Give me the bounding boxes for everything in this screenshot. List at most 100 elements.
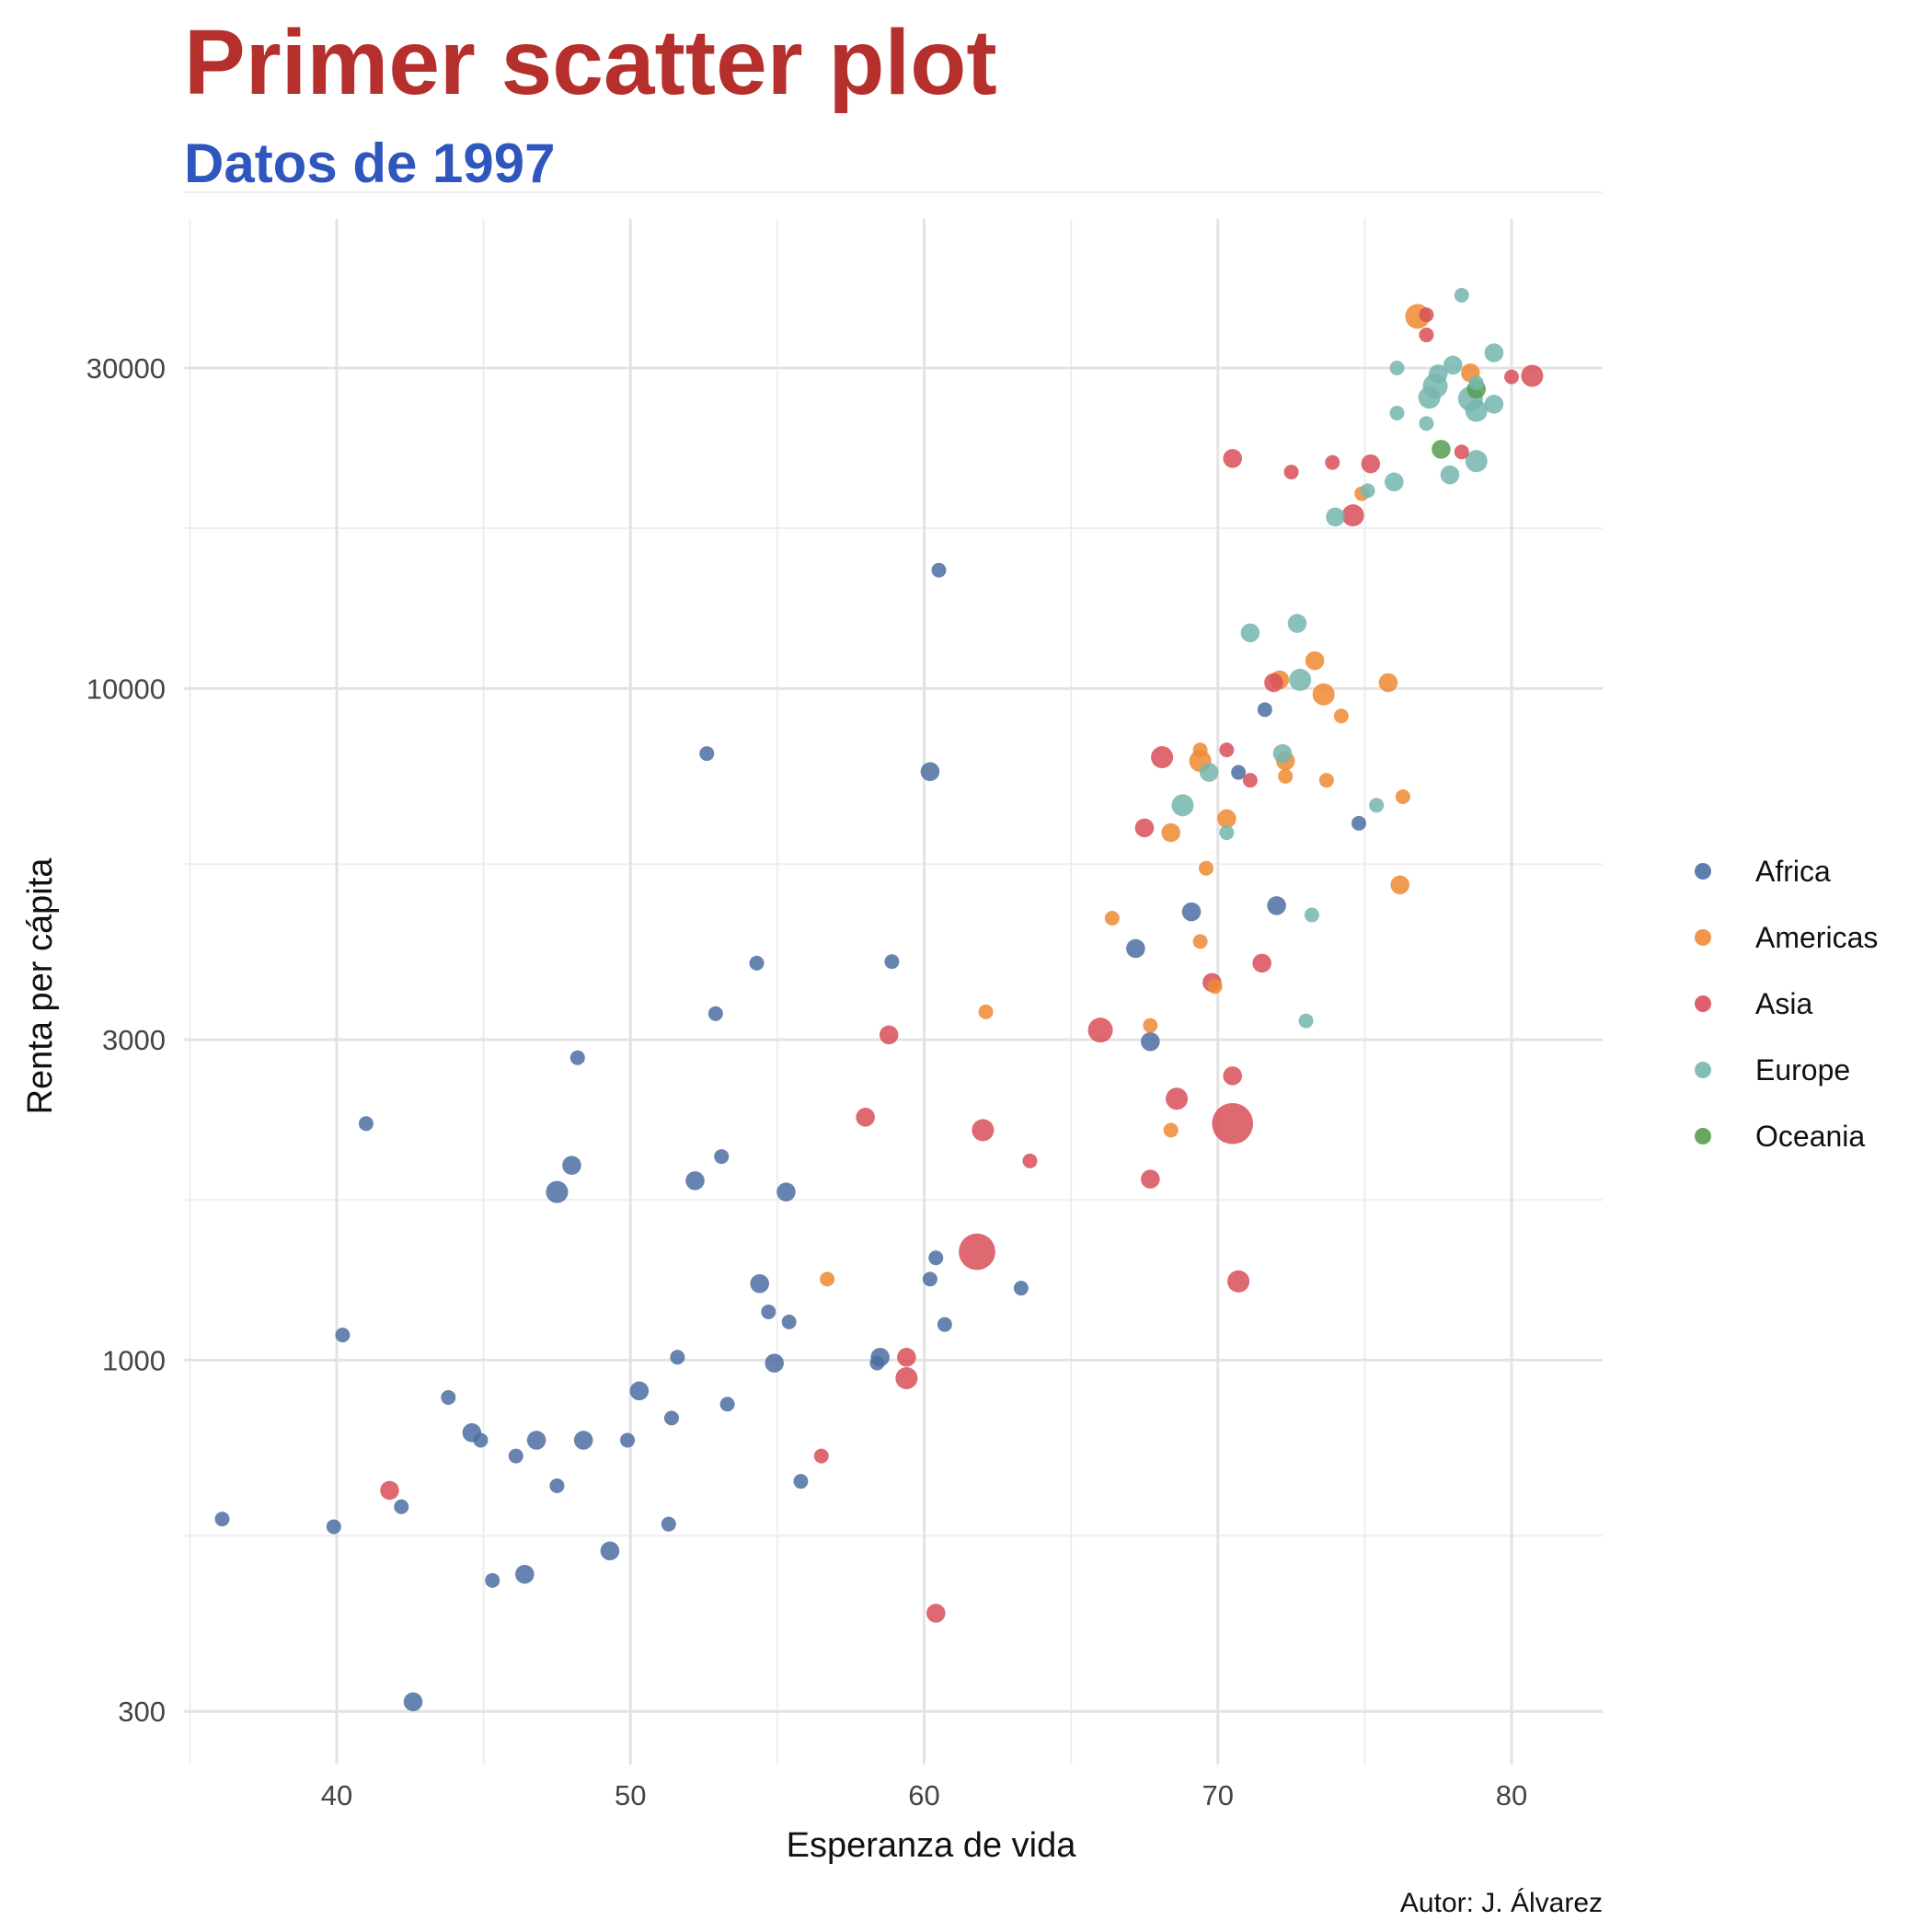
point-europe xyxy=(1484,343,1504,362)
point-europe xyxy=(1385,472,1404,492)
point-europe xyxy=(1443,355,1463,375)
point-americas xyxy=(1305,650,1325,671)
point-africa xyxy=(765,1353,784,1373)
point-africa xyxy=(685,1171,705,1190)
point-africa xyxy=(761,1304,776,1319)
point-africa xyxy=(526,1431,546,1450)
point-africa xyxy=(1013,1281,1029,1296)
point-europe xyxy=(1428,364,1448,384)
point-asia xyxy=(1521,364,1544,387)
legend-key-africa xyxy=(1695,863,1711,880)
point-asia xyxy=(1283,465,1299,480)
point-americas xyxy=(1192,742,1208,758)
point-africa xyxy=(699,746,715,762)
point-asia xyxy=(1419,328,1434,343)
point-africa xyxy=(719,1397,735,1412)
grid xyxy=(184,191,1603,1765)
point-europe xyxy=(1440,465,1460,485)
point-asia xyxy=(1242,773,1258,788)
point-africa xyxy=(1126,938,1145,959)
point-europe xyxy=(1465,399,1488,422)
point-africa xyxy=(776,1182,796,1202)
point-africa xyxy=(922,1271,937,1287)
point-asia xyxy=(1141,1169,1160,1189)
point-africa xyxy=(394,1499,409,1514)
point-americas xyxy=(1378,673,1398,693)
point-africa xyxy=(473,1432,489,1448)
point-africa xyxy=(620,1432,636,1448)
point-americas xyxy=(1278,768,1294,784)
legend-label-europe: Europe xyxy=(1755,1053,1850,1087)
point-americas xyxy=(1395,788,1410,804)
y-tick-label: 1000 xyxy=(102,1344,166,1376)
point-europe xyxy=(1304,907,1319,923)
x-tick-label: 50 xyxy=(615,1779,646,1811)
point-africa xyxy=(441,1389,456,1405)
point-asia xyxy=(1223,449,1243,468)
point-asia xyxy=(1219,742,1235,758)
point-asia xyxy=(1454,444,1469,460)
point-americas xyxy=(1207,979,1223,995)
point-africa xyxy=(403,1692,423,1712)
point-asia xyxy=(926,1604,946,1623)
point-asia xyxy=(1022,1153,1038,1168)
point-africa xyxy=(869,1355,885,1371)
point-africa xyxy=(931,562,947,578)
point-americas xyxy=(1143,1018,1158,1033)
point-asia xyxy=(856,1108,875,1127)
point-europe xyxy=(1454,287,1469,303)
point-americas xyxy=(1217,809,1236,829)
point-asia xyxy=(1419,307,1434,323)
point-africa xyxy=(670,1350,685,1365)
point-africa xyxy=(793,1474,809,1489)
point-europe xyxy=(1369,798,1385,813)
point-americas xyxy=(978,1004,994,1019)
point-europe xyxy=(1419,416,1434,431)
point-africa xyxy=(928,1250,944,1266)
point-africa xyxy=(326,1519,341,1535)
point-africa xyxy=(1231,765,1247,780)
point-asia xyxy=(1166,1087,1189,1110)
point-americas xyxy=(1163,1122,1179,1138)
point-africa xyxy=(707,1006,723,1021)
point-europe xyxy=(1389,406,1405,421)
legend-label-americas: Americas xyxy=(1755,921,1878,954)
point-africa xyxy=(1141,1031,1160,1052)
y-tick-label: 3000 xyxy=(102,1024,166,1056)
y-tick-label: 30000 xyxy=(86,352,166,385)
point-americas xyxy=(1161,822,1180,843)
axis-ticks: 40 50 60 70 80 300 1000 3000 10000 30000 xyxy=(86,352,1527,1811)
point-africa xyxy=(562,1156,581,1175)
point-africa xyxy=(573,1431,593,1450)
legend-label-oceania: Oceania xyxy=(1755,1120,1865,1153)
point-europe xyxy=(1465,450,1488,473)
chart-subtitle: Datos de 1997 xyxy=(184,132,556,194)
point-africa xyxy=(515,1564,535,1584)
point-europe xyxy=(1326,507,1345,527)
point-africa xyxy=(937,1317,952,1332)
point-asia xyxy=(1361,454,1381,474)
point-europe xyxy=(1219,825,1235,841)
x-tick-label: 80 xyxy=(1496,1779,1527,1811)
x-tick-label: 40 xyxy=(321,1779,352,1811)
point-europe xyxy=(1389,360,1405,375)
point-africa xyxy=(884,954,900,970)
point-europe xyxy=(1298,1013,1314,1029)
point-africa xyxy=(750,1273,770,1294)
chart-title: Primer scatter plot xyxy=(184,11,997,114)
point-africa xyxy=(569,1050,585,1065)
point-asia xyxy=(879,1025,899,1045)
y-axis-label: Renta per cápita xyxy=(21,857,60,1115)
legend: Africa Americas Asia Europe Oceania xyxy=(1695,855,1878,1153)
point-americas xyxy=(1318,773,1334,788)
point-americas xyxy=(1390,875,1409,895)
point-africa xyxy=(1181,902,1202,922)
point-africa xyxy=(549,1478,565,1494)
legend-key-oceania xyxy=(1695,1128,1711,1144)
point-asia xyxy=(1504,369,1520,385)
x-axis-label: Esperanza de vida xyxy=(787,1826,1077,1865)
point-africa xyxy=(781,1314,797,1329)
point-asia xyxy=(1252,953,1271,973)
point-europe xyxy=(1171,794,1194,817)
